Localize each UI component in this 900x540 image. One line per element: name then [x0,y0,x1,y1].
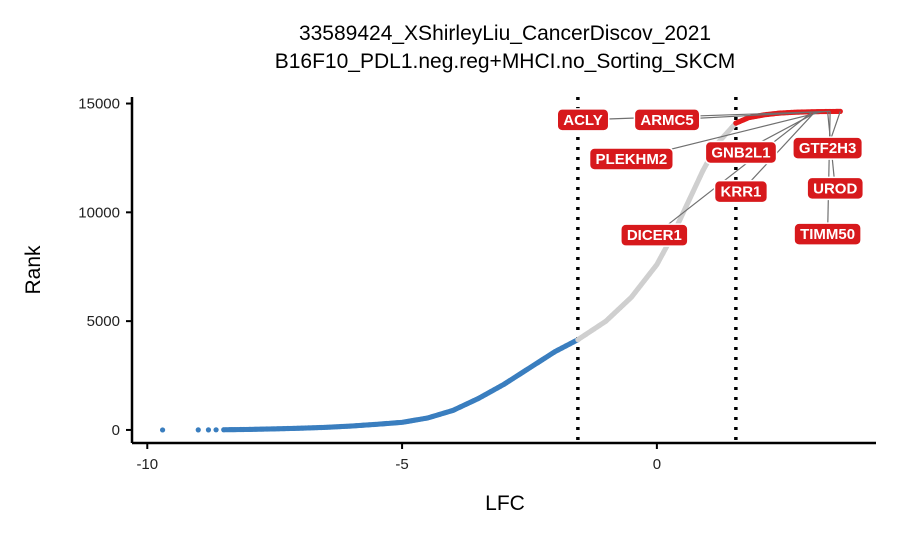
gene-label-text: ACLY [563,112,602,129]
leader-line [826,111,831,235]
x-tick-label: 0 [653,456,661,473]
gene-label: ACLY [556,108,610,132]
data-point-high [837,108,843,114]
gene-label-box [792,136,864,160]
x-tick-label: -5 [395,456,408,473]
gene-label-text: UROD [813,180,857,197]
gene-label-box [793,222,862,246]
data-point-low [195,427,201,433]
axis-ticks: -10 -5 0 0 5000 10000 15000 [78,96,661,473]
gene-label: ARMC5 [633,108,701,132]
gene-label-text: GNB2L1 [711,144,770,161]
gene-label: KRR1 [713,179,769,204]
gene-label: UROD [806,176,865,201]
data-points [159,108,843,433]
axes [130,97,876,445]
gene-label-box [633,108,701,132]
gene-label-box [588,147,674,171]
y-tick-label: 0 [112,422,120,439]
data-point-low [213,427,219,433]
y-tick-label: 15000 [78,96,120,113]
gene-label-box [713,179,769,204]
gene-label-text: TIMM50 [800,226,855,243]
gene-label-text: PLEKHM2 [596,151,668,168]
gene-label-box [620,223,689,247]
x-axis-title: LFC [485,492,525,515]
y-tick-label: 5000 [87,313,120,330]
data-point-low [205,427,212,433]
threshold-lines [576,97,738,443]
gene-label: PLEKHM2 [588,147,674,171]
gene-label-text: KRR1 [721,184,762,201]
gene-label: GTF2H3 [792,136,864,160]
gene-label-text: GTF2H3 [799,140,857,157]
data-point-low [159,427,166,433]
gene-label-text: DICER1 [627,227,682,244]
leader-line [582,110,831,121]
y-tick-label: 10000 [78,204,120,221]
gene-label: DICER1 [620,223,689,247]
gene-label: TIMM50 [793,222,862,246]
label-leader-lines [582,110,841,236]
leader-line [740,111,816,193]
leader-line [653,111,813,236]
gene-label-box [704,140,778,165]
chart-subtitle: B16F10_PDL1.neg.reg+MHCI.no_Sorting_SKCM [275,50,736,73]
gene-label-text: ARMC5 [640,112,693,129]
gene-labels: ACLY ARMC5 PLEKHM2 GNB2L1 GTF2H3 KRR1 UROD DICE… [556,108,865,247]
gene-label: GNB2L1 [704,140,778,165]
y-axis-title: Rank [22,245,45,295]
x-tick-label: -10 [136,456,158,473]
chart-title: 33589424_XShirleyLiu_CancerDiscov_2021 [299,22,711,45]
gene-label-box [806,176,865,201]
gene-label-box [556,108,610,132]
